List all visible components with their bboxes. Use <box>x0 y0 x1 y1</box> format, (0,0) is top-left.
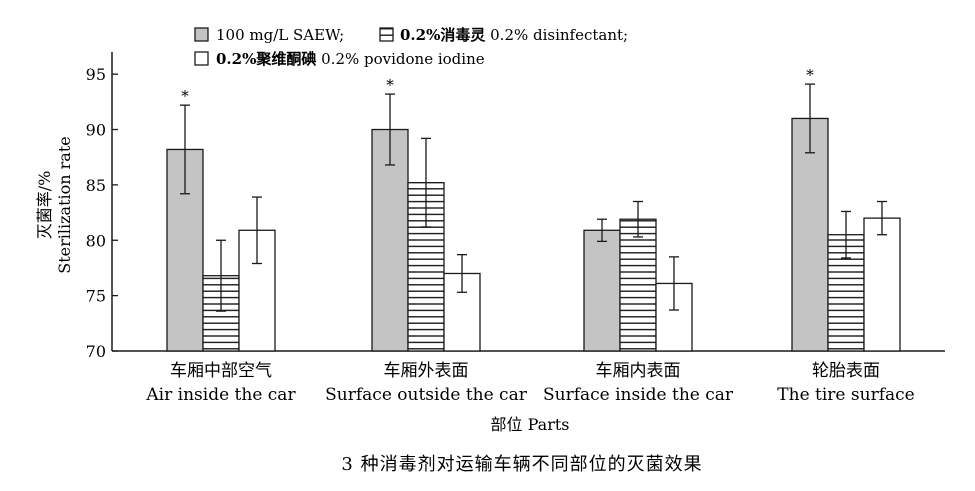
x-axis-title: 部位 Parts <box>491 415 570 434</box>
significance-marker: * <box>806 66 814 84</box>
category-label-zh: 车厢中部空气 <box>170 361 272 381</box>
category-label-en: Air inside the car <box>145 385 296 405</box>
plot-area: 70 75 80 85 90 95 * 车厢中部空气 Air inside the car * 车厢… <box>86 52 945 405</box>
legend-swatch-saew <box>194 27 209 42</box>
legend-swatch-povidone <box>194 51 209 66</box>
y-tick-label: 70 <box>86 342 106 361</box>
legend-swatch-disinfectant <box>379 27 394 42</box>
significance-marker: * <box>386 76 394 94</box>
bar-saew <box>583 229 621 352</box>
category-label-zh: 车厢外表面 <box>384 361 469 381</box>
bar-povidone <box>863 217 901 352</box>
y-tick-label: 85 <box>86 176 106 195</box>
legend-label-disinfectant: 0.2%消毒灵 0.2% disinfectant; <box>400 26 628 44</box>
category-label-en: Surface inside the car <box>543 385 734 405</box>
legend: 100 mg/L SAEW; 0.2%消毒灵 0.2% disinfectant… <box>194 26 628 68</box>
category-label-en: Surface outside the car <box>325 385 528 405</box>
bar-disinfectant <box>407 182 445 352</box>
y-tick-label: 95 <box>86 65 106 84</box>
y-tick-label: 80 <box>86 231 106 250</box>
category-label-zh: 车厢内表面 <box>596 361 681 381</box>
bar-disinfectant <box>619 218 657 352</box>
significance-marker: * <box>181 87 189 105</box>
y-axis-title-en: Sterilization rate <box>55 136 74 273</box>
y-tick-label: 90 <box>86 121 106 140</box>
y-tick-label: 75 <box>86 287 106 306</box>
y-axis-title-zh: 灭菌率/% <box>35 171 54 240</box>
category-label-en: The tire surface <box>777 385 914 405</box>
category-label-zh: 轮胎表面 <box>812 361 880 381</box>
legend-label-povidone: 0.2%聚维酮碘 0.2% povidone iodine <box>216 50 485 68</box>
figure-caption: 3 种消毒剂对运输车辆不同部位的灭菌效果 <box>341 454 702 475</box>
legend-label-saew: 100 mg/L SAEW; <box>216 26 344 44</box>
